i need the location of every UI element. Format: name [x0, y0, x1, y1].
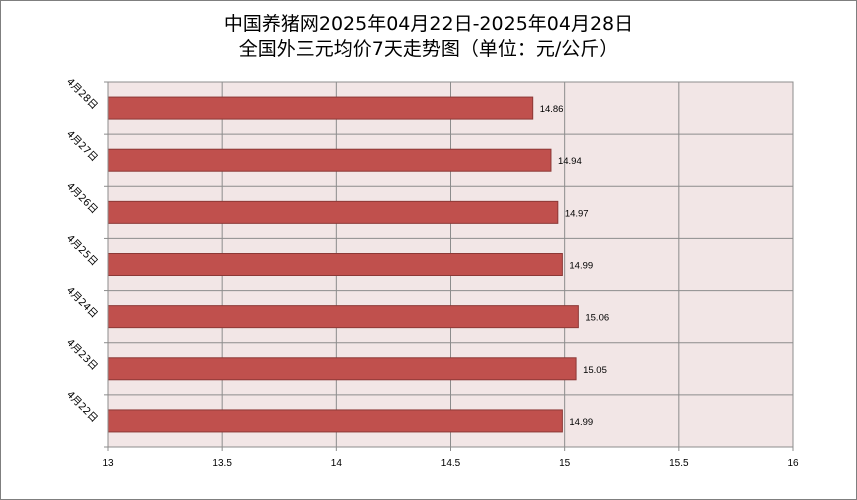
category-label: 4月23日: [64, 337, 100, 373]
x-tick-label: 14: [331, 458, 343, 469]
x-tick-label: 15: [559, 458, 571, 469]
plot-border: [107, 81, 794, 448]
data-label: 14.97: [565, 208, 589, 219]
bar: [107, 357, 577, 381]
chart-title: 中国养猪网2025年04月22日-2025年04月28日: [223, 13, 634, 35]
bar: [107, 96, 534, 120]
bar: [107, 253, 563, 276]
plot-area: 13 13.5 14 14.5 15 15.5 16 14.86 4月28日 14.94 4月27日…: [64, 76, 799, 469]
bar: [107, 200, 559, 224]
category-label: 4月27日: [64, 128, 100, 164]
data-label: 14.94: [558, 156, 582, 167]
category-label: 4月28日: [64, 76, 100, 112]
chart-subtitle: 全国外三元均价7天走势图（单位：元/公斤）: [238, 38, 619, 60]
x-tick-label: 16: [787, 458, 799, 469]
x-tick-label: 15.5: [669, 458, 689, 469]
bar: [107, 148, 552, 172]
data-label: 14.99: [569, 261, 593, 272]
data-label: 15.05: [583, 365, 607, 376]
category-label: 4月22日: [64, 389, 100, 425]
category-label: 4月25日: [64, 232, 100, 268]
bar: [107, 305, 579, 329]
category-label: 4月26日: [64, 180, 100, 216]
x-tick-label: 13: [102, 458, 114, 469]
category-label: 4月24日: [64, 284, 100, 320]
x-tick-label: 13.5: [212, 458, 232, 469]
data-label: 14.99: [569, 417, 593, 428]
data-label: 15.06: [585, 313, 609, 324]
data-label: 14.86: [540, 104, 564, 115]
x-tick-label: 14.5: [441, 458, 461, 469]
chart-title-block: 中国养猪网2025年04月22日-2025年04月28日 全国外三元均价7天走势…: [0, 12, 857, 62]
bar: [107, 409, 563, 433]
